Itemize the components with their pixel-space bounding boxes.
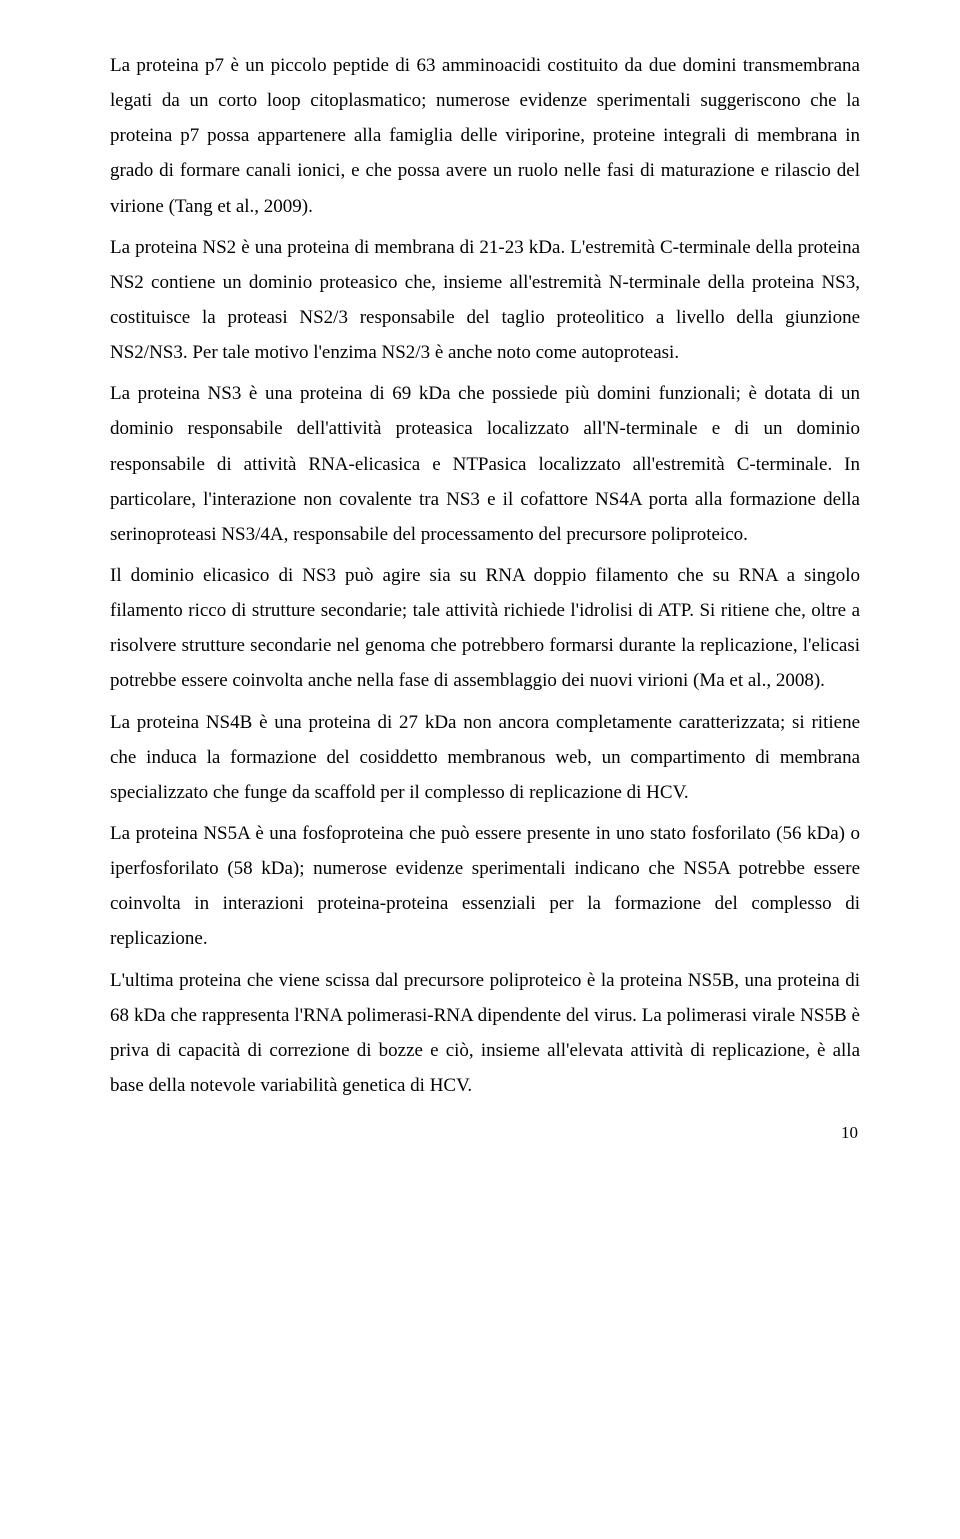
paragraph-ns4b-protein: La proteina NS4B è una proteina di 27 kD… [110,705,860,810]
page-number: 10 [110,1123,860,1143]
paragraph-ns5b-protein: L'ultima proteina che viene scissa dal p… [110,963,860,1104]
paragraph-p7-protein: La proteina p7 è un piccolo peptide di 6… [110,48,860,224]
paragraph-ns5a-protein: La proteina NS5A è una fosfoproteina che… [110,816,860,957]
paragraph-ns2-protein: La proteina NS2 è una proteina di membra… [110,230,860,371]
document-page: La proteina p7 è un piccolo peptide di 6… [0,0,960,1191]
paragraph-ns3-protein: La proteina NS3 è una proteina di 69 kDa… [110,376,860,552]
paragraph-ns3-helicase: Il dominio elicasico di NS3 può agire si… [110,558,860,699]
